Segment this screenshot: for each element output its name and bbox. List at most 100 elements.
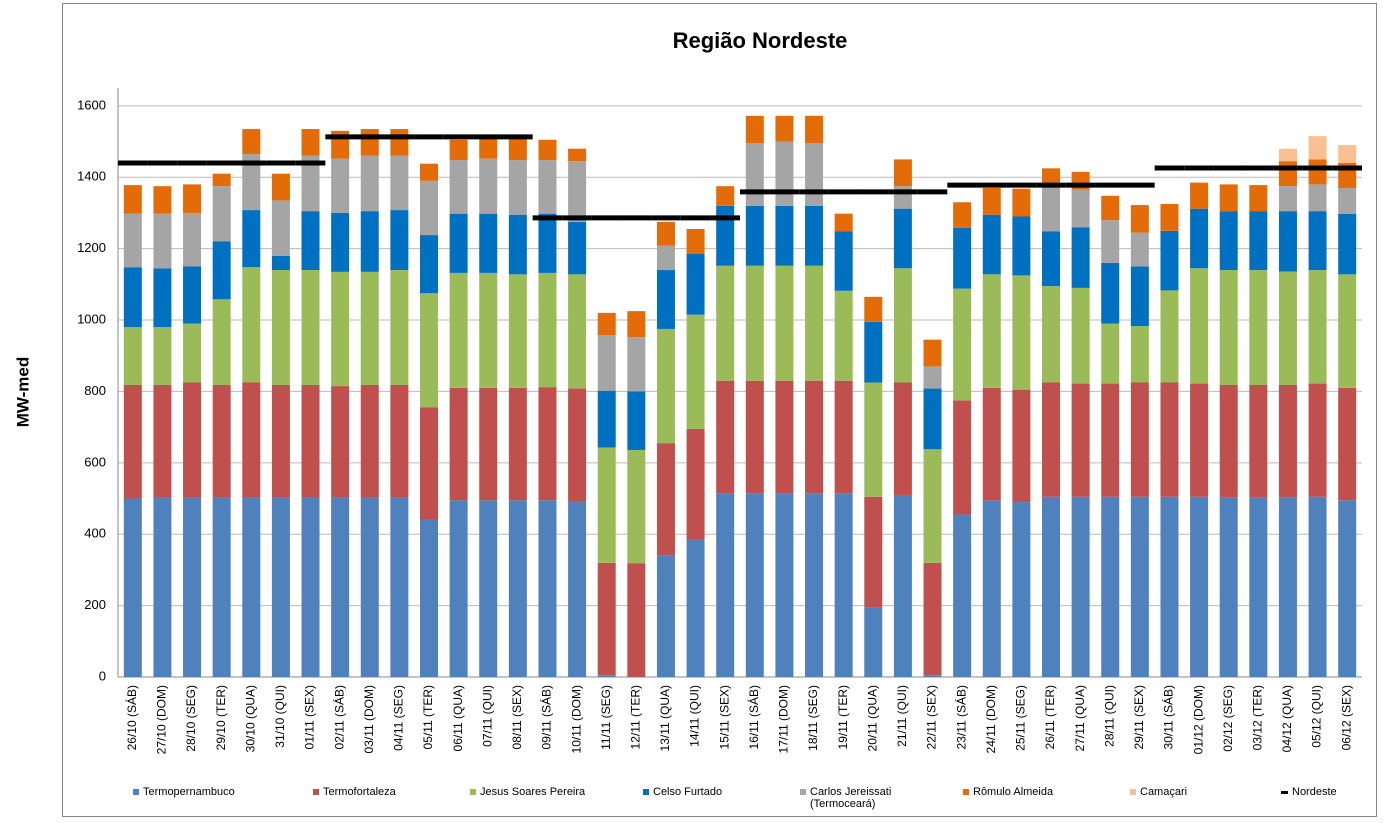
bar-segment bbox=[597, 562, 616, 676]
bar-segment bbox=[686, 253, 705, 315]
bar-segment bbox=[212, 299, 231, 385]
bar-segment bbox=[1190, 208, 1209, 269]
legend-label: Jesus Soares Pereira bbox=[480, 786, 586, 798]
bar-segment bbox=[568, 148, 587, 162]
bar-segment bbox=[1042, 168, 1060, 186]
chart-title: Região Nordeste bbox=[673, 28, 848, 53]
bar-segment bbox=[360, 497, 379, 677]
bar-segment bbox=[1071, 496, 1090, 677]
bar-segment bbox=[716, 186, 735, 206]
bar-segment bbox=[1012, 188, 1031, 217]
bar-segment bbox=[656, 221, 675, 246]
bar-segment bbox=[301, 497, 320, 677]
bar-segment bbox=[420, 519, 438, 677]
bar-segment bbox=[568, 274, 587, 389]
bar-segment bbox=[538, 272, 557, 388]
bar-segment bbox=[923, 449, 942, 563]
bar-segment bbox=[745, 205, 764, 266]
legend-item: Jesus Soares Pereira bbox=[470, 786, 585, 798]
legend-item: Nordeste bbox=[1281, 786, 1337, 798]
bar-segment bbox=[449, 213, 468, 273]
x-tick-label: 26/11 (TER) bbox=[1043, 685, 1057, 749]
bar-segment bbox=[360, 129, 379, 156]
bar-segment bbox=[390, 210, 409, 271]
bar-segment bbox=[538, 160, 557, 214]
bar-segment bbox=[953, 227, 972, 289]
bar-segment bbox=[982, 187, 1001, 215]
legend-label: Termofortaleza bbox=[323, 786, 396, 798]
bar-segment bbox=[1308, 496, 1327, 677]
bar-segment bbox=[390, 129, 409, 156]
bar-segment bbox=[153, 268, 172, 328]
bar-segment bbox=[953, 202, 972, 228]
bar-segment bbox=[1338, 500, 1357, 677]
bar-segment bbox=[1012, 389, 1031, 503]
bar-segment bbox=[212, 186, 231, 242]
bar-segment bbox=[923, 339, 942, 367]
bar-segment bbox=[982, 387, 1001, 501]
bar-segment bbox=[775, 380, 794, 494]
bar-segment bbox=[1190, 383, 1209, 497]
bar-segment bbox=[864, 382, 883, 497]
bar-segment bbox=[893, 208, 912, 269]
x-tick-label: 16/11 (SÁB) bbox=[746, 685, 761, 749]
x-tick-label: 04/12 (QUA) bbox=[1280, 685, 1294, 752]
bar-segment bbox=[212, 497, 231, 677]
bar-segment bbox=[153, 497, 172, 677]
bar-segment bbox=[834, 380, 853, 494]
x-tick-label: 28/11 (QUI) bbox=[1102, 685, 1116, 747]
bar-segment bbox=[686, 314, 705, 429]
bar-segment bbox=[1338, 274, 1357, 388]
bar-segment bbox=[1012, 275, 1031, 390]
legend-swatch bbox=[643, 789, 649, 795]
bar-segment bbox=[1190, 268, 1209, 384]
bar-segment bbox=[242, 210, 261, 268]
bar-segment bbox=[686, 428, 705, 540]
bar-segment bbox=[1190, 496, 1209, 677]
bar-segment bbox=[271, 255, 290, 271]
bar-segment bbox=[568, 388, 587, 502]
bar-segment bbox=[1278, 271, 1297, 385]
y-tick-label: 1600 bbox=[77, 97, 106, 112]
bar-segment bbox=[242, 497, 261, 677]
bar-segment bbox=[538, 139, 557, 161]
bar-segment bbox=[390, 270, 409, 385]
bar-segment bbox=[982, 274, 1001, 388]
legend-label: Carlos Jereissati (Termoceará) bbox=[810, 786, 892, 810]
bar-segment bbox=[1101, 496, 1120, 677]
bar-segment bbox=[893, 159, 912, 187]
bar-segment bbox=[1101, 220, 1120, 263]
bar-segment bbox=[271, 270, 290, 385]
bar-segment bbox=[1160, 496, 1179, 677]
bar-segment bbox=[1160, 230, 1179, 291]
y-tick-label: 0 bbox=[99, 668, 106, 683]
x-tick-label: 18/11 (SEG) bbox=[806, 685, 820, 751]
x-tick-label: 13/11 (QUA) bbox=[658, 685, 672, 751]
x-tick-label: 04/11 (SEG) bbox=[392, 685, 406, 751]
bar-segment bbox=[271, 497, 290, 677]
x-tick-label: 01/11 (SEX) bbox=[303, 685, 317, 749]
bar-segment bbox=[716, 380, 735, 494]
bar-segment bbox=[183, 323, 202, 383]
y-tick-label: 1200 bbox=[77, 240, 106, 255]
bar-segment bbox=[123, 185, 142, 214]
bar-segment bbox=[864, 321, 883, 383]
x-tick-label: 29/10 (TER) bbox=[214, 685, 228, 750]
bar-segment bbox=[597, 447, 616, 563]
bar-segment bbox=[982, 500, 1001, 677]
bar-segment bbox=[301, 129, 320, 156]
bar-segment bbox=[1338, 387, 1357, 501]
bar-segment bbox=[745, 493, 764, 677]
x-tick-label: 31/10 (QUI) bbox=[273, 685, 287, 748]
bar-segment bbox=[212, 173, 231, 187]
bar-segment bbox=[1130, 266, 1149, 327]
legend-item: Rômulo Almeida bbox=[963, 786, 1053, 798]
bar-segment bbox=[1308, 184, 1327, 212]
bar-segment bbox=[1249, 384, 1268, 498]
bar-segment bbox=[923, 562, 942, 676]
x-tick-label: 30/10 (QUA) bbox=[243, 685, 257, 752]
x-tick-label: 15/11 (SEX) bbox=[717, 685, 731, 749]
bar-segment bbox=[568, 221, 587, 275]
y-tick-label: 600 bbox=[84, 454, 106, 469]
bar-segment bbox=[1338, 187, 1357, 215]
